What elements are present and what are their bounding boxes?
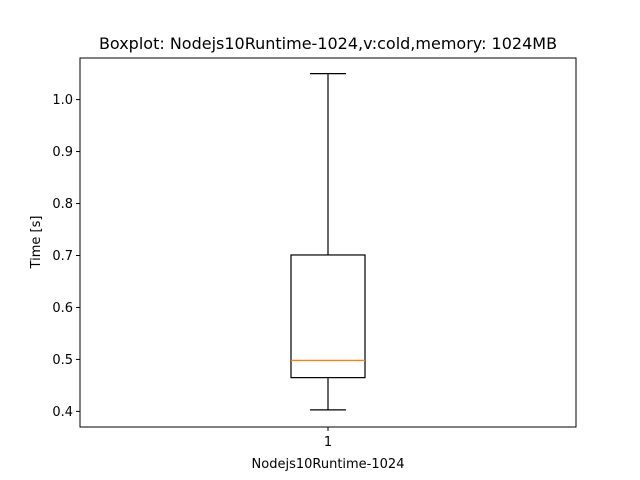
iqr-box <box>290 254 366 379</box>
y-tick-label: 0.5 <box>52 353 73 368</box>
box-group <box>290 72 366 411</box>
y-axis-label: Time [s] <box>29 216 44 270</box>
y-tick-label: 0.9 <box>52 145 73 160</box>
y-tick-label: 0.4 <box>52 405 73 420</box>
y-tick-label: 0.7 <box>52 249 73 264</box>
y-axis: 0.4 0.5 0.6 0.7 0.8 0.9 1.0 <box>52 93 80 420</box>
x-tick-label: 1 <box>324 435 332 450</box>
x-axis-label: Nodejs10Runtime-1024 <box>252 457 405 472</box>
y-tick-label: 0.8 <box>52 197 73 212</box>
plot-frame <box>79 57 577 428</box>
chart-title: Boxplot: Nodejs10Runtime-1024,v:cold,mem… <box>99 34 557 53</box>
y-tick-label: 0.6 <box>52 301 73 316</box>
x-axis: 1 <box>324 427 332 450</box>
y-tick-label: 1.0 <box>52 93 73 108</box>
